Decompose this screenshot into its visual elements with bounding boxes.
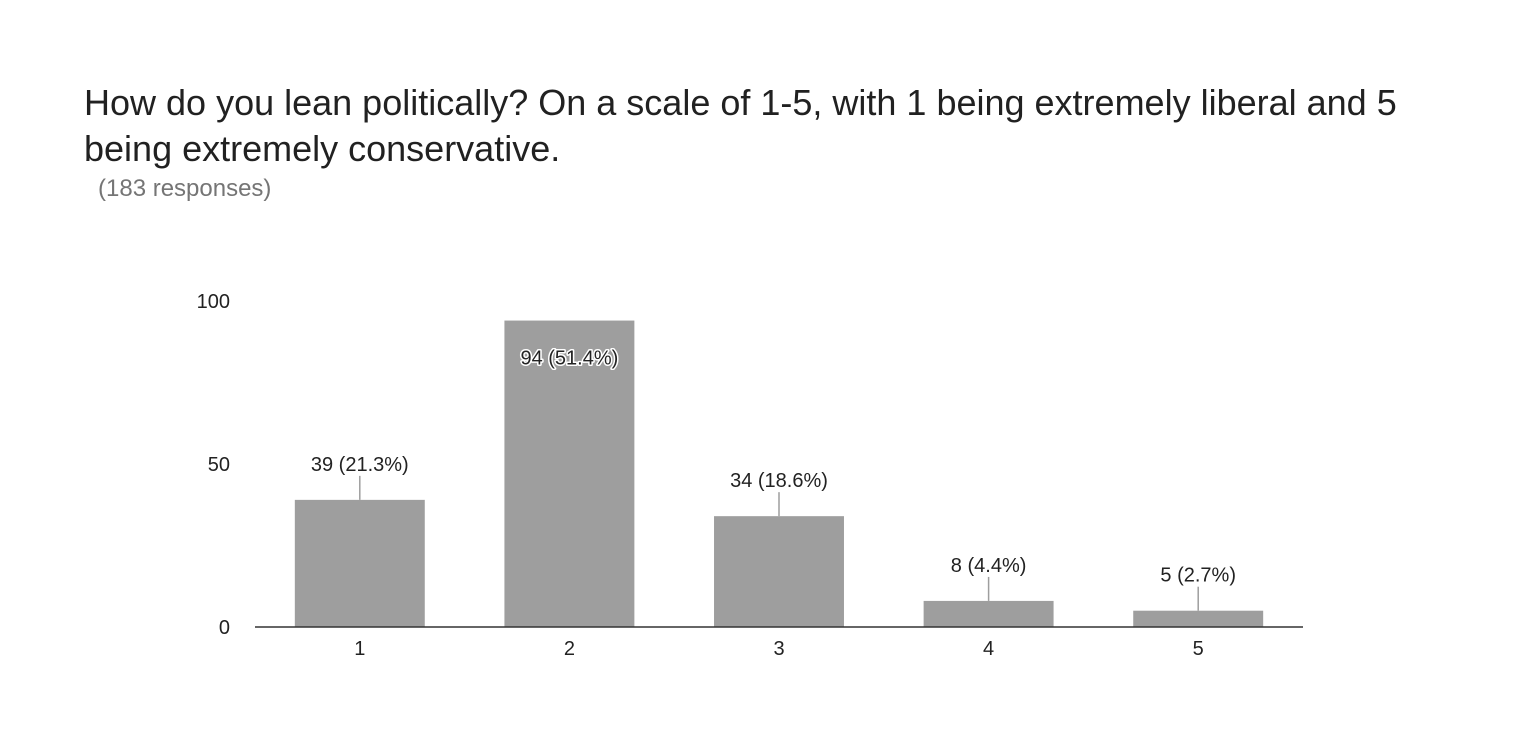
y-tick-label-0: 0 (219, 617, 230, 639)
bars (294, 320, 1264, 627)
chart-title: How do you lean politically? On a scale … (84, 82, 1397, 169)
data-label-3: 34 (18.6%) (730, 470, 828, 492)
data-label-2: 94 (51.4%) (520, 348, 618, 370)
x-tick-label-5: 5 (1193, 638, 1204, 660)
y-axis-ticks: 0 50 100 (197, 291, 230, 639)
bar-3 (714, 516, 844, 627)
data-label-1: 39 (21.3%) (311, 454, 409, 476)
data-label-5: 5 (2.7%) (1160, 565, 1236, 587)
data-labels: 39 (21.3%) 94 (51.4%) 34 (18.6%) 8 (4.4%) 5 … (311, 346, 1236, 587)
response-count: (183 responses) (98, 175, 272, 202)
bar-4 (923, 600, 1054, 627)
bar-2 (504, 320, 635, 627)
x-tick-label-1: 1 (354, 638, 365, 660)
y-tick-label-100: 100 (197, 291, 230, 313)
x-tick-label-3: 3 (773, 638, 784, 660)
label-leader-lines (359, 475, 1199, 611)
data-label-4: 8 (4.4%) (951, 555, 1027, 577)
x-axis-ticks: 1 2 3 4 5 (354, 638, 1204, 660)
x-tick-label-4: 4 (983, 638, 994, 660)
y-tick-label-50: 50 (208, 454, 230, 476)
bar-5 (1133, 610, 1264, 627)
bar-1 (294, 499, 425, 627)
x-tick-label-2: 2 (564, 638, 575, 660)
